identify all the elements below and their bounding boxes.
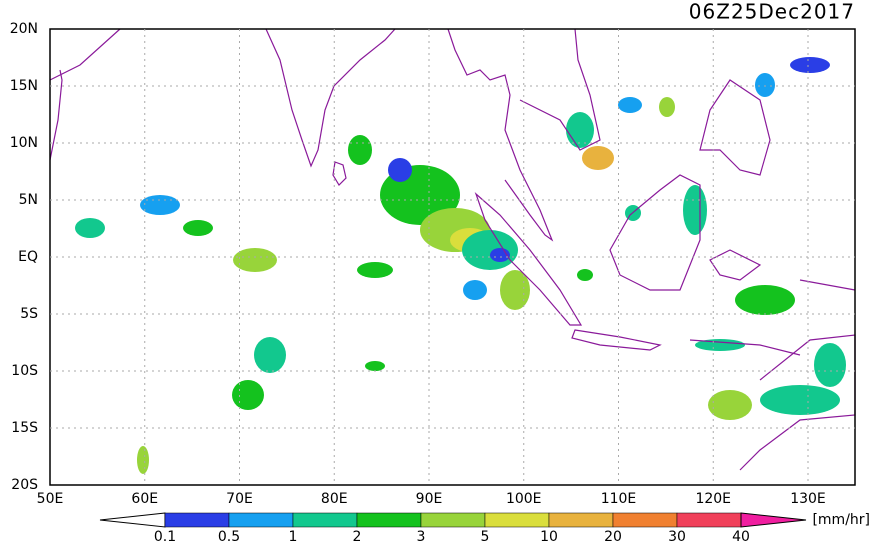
colorbar-swatch	[164, 512, 230, 528]
lat-label: 5S	[20, 306, 38, 322]
colorbar-label: 40	[732, 529, 750, 544]
lon-label: 110E	[601, 491, 637, 507]
colorbar-under	[99, 512, 166, 528]
colorbar-label: 2	[353, 529, 362, 544]
lat-label: 15S	[11, 420, 38, 436]
precipitation	[75, 57, 846, 474]
colorbar-label: 0.5	[218, 529, 240, 544]
colorbar-label: 10	[540, 529, 558, 544]
colorbar-label: 30	[668, 529, 686, 544]
lon-label: 100E	[506, 491, 542, 507]
colorbar-swatch	[292, 512, 358, 528]
colorbar-swatch	[676, 512, 742, 528]
lat-label: 15N	[10, 78, 38, 94]
lat-label: 20S	[11, 477, 38, 493]
colorbar-label: 3	[417, 529, 426, 544]
colorbar-over	[740, 512, 807, 528]
lon-label: 130E	[790, 491, 826, 507]
lon-label: 60E	[131, 491, 158, 507]
colorbar-swatch	[228, 512, 294, 528]
colorbar-label: 1	[289, 529, 298, 544]
lon-label: 120E	[695, 491, 731, 507]
lon-label: 70E	[226, 491, 253, 507]
lat-label: 20N	[10, 21, 38, 37]
colorbar-swatch	[420, 512, 486, 528]
lat-label: 10S	[11, 363, 38, 379]
lat-label: 5N	[19, 192, 38, 208]
colorbar-label: 5	[481, 529, 490, 544]
lon-label: 90E	[416, 491, 443, 507]
lon-label: 50E	[37, 491, 64, 507]
lon-label: 80E	[321, 491, 348, 507]
colorbar-swatch	[612, 512, 678, 528]
colorbar-swatch	[548, 512, 614, 528]
colorbar-unit: [mm/hr]	[812, 512, 870, 528]
lat-label: 10N	[10, 135, 38, 151]
title: 06Z25Dec2017	[689, 0, 855, 24]
colorbar-label: 20	[604, 529, 622, 544]
lat-label: EQ	[18, 249, 38, 265]
colorbar-swatch	[356, 512, 422, 528]
colorbar-swatch	[484, 512, 550, 528]
colorbar-label: 0.1	[154, 529, 176, 544]
